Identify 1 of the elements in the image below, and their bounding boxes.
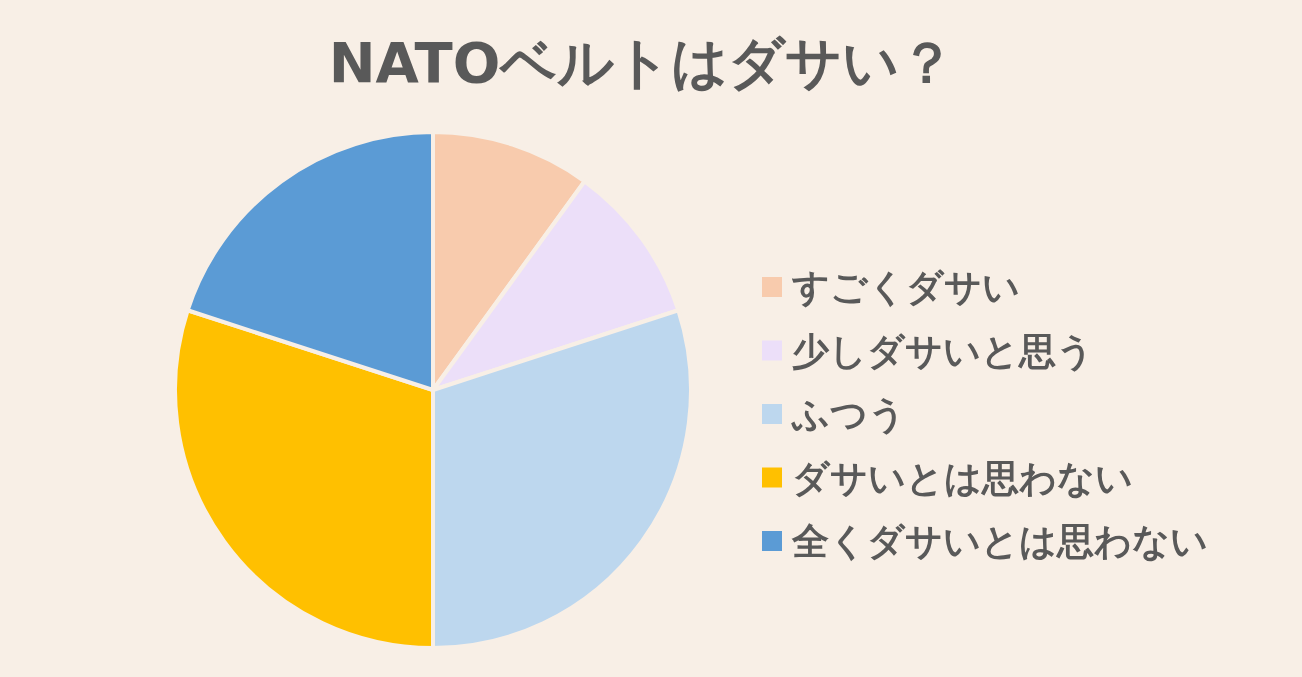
- title: NATOベルトはダサい？: [328, 30, 956, 95]
